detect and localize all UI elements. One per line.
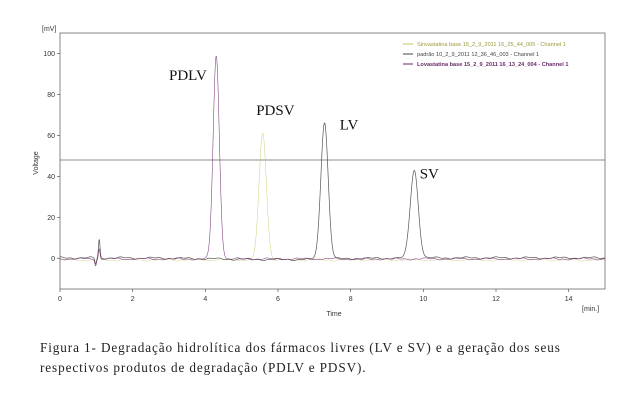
x-tick-label: 14 bbox=[565, 296, 573, 303]
y-unit-label: [mV] bbox=[42, 26, 56, 33]
legend: Sinvastatina base 15_2_9_2011 16_25_44_0… bbox=[403, 42, 568, 68]
x-tick-label: 12 bbox=[492, 296, 500, 303]
x-tick-label: 4 bbox=[203, 296, 207, 303]
x-tick-label: 8 bbox=[349, 296, 353, 303]
y-tick-label: 60 bbox=[47, 133, 55, 140]
y-tick-label: 40 bbox=[47, 174, 55, 181]
svg-text:Lovastatina base 15_2_9_2011 1: Lovastatina base 15_2_9_2011 16_13_24_00… bbox=[417, 62, 568, 68]
peak-label-pdlv: PDLV bbox=[169, 68, 207, 84]
peak-annotations: PDLV PDSV LV SV bbox=[169, 68, 439, 182]
y-tick-label: 0 bbox=[51, 256, 55, 263]
series-traces bbox=[59, 55, 606, 267]
x-tick-label: 6 bbox=[276, 296, 280, 303]
chromatogram-chart: 0 2 4 6 8 10 12 14 0 20 40 60 80 100 [mV] [min.] Tim… bbox=[33, 26, 606, 318]
x-unit-label: [min.] bbox=[582, 306, 599, 313]
y-tick-label: 100 bbox=[43, 51, 55, 58]
peak-label-pdsv: PDSV bbox=[256, 103, 295, 119]
peak-label-sv: SV bbox=[420, 166, 439, 182]
series-line-2 bbox=[59, 55, 606, 267]
peak-label-lv: LV bbox=[340, 117, 359, 133]
caption-line-1: Figura 1- Degradação hidrolítica dos fár… bbox=[40, 340, 561, 355]
y-tick-label: 80 bbox=[47, 92, 55, 99]
x-tick-label: 10 bbox=[419, 296, 427, 303]
x-axis-title: Time bbox=[326, 311, 341, 318]
svg-text:Sinvastatina base 15_2_9_2011: Sinvastatina base 15_2_9_2011 16_25_44_0… bbox=[417, 42, 566, 48]
y-tick-label: 20 bbox=[47, 215, 55, 222]
x-axis-ticks: 0 2 4 6 8 10 12 14 bbox=[58, 289, 573, 303]
x-tick-label: 2 bbox=[131, 296, 135, 303]
legend-entry-padrao: padrão 10_2_9_2011 12_36_46_003 - Channe… bbox=[403, 52, 539, 58]
legend-entry-sinvastatina: Sinvastatina base 15_2_9_2011 16_25_44_0… bbox=[403, 42, 566, 48]
y-axis-ticks: 0 20 40 60 80 100 bbox=[43, 51, 60, 263]
x-tick-label: 0 bbox=[58, 296, 62, 303]
legend-entry-lovastatina: Lovastatina base 15_2_9_2011 16_13_24_00… bbox=[403, 62, 568, 68]
y-axis-title: Voltage bbox=[33, 151, 40, 174]
figure-caption: Figura 1- Degradação hidrolítica dos fár… bbox=[40, 338, 606, 378]
caption-line-2: respectivos produtos de degradação (PDLV… bbox=[40, 360, 367, 375]
plot-area bbox=[59, 32, 606, 290]
series-line-0 bbox=[59, 132, 606, 266]
svg-text:padrão 10_2_9_2011 12_36_46_00: padrão 10_2_9_2011 12_36_46_003 - Channe… bbox=[417, 52, 539, 58]
